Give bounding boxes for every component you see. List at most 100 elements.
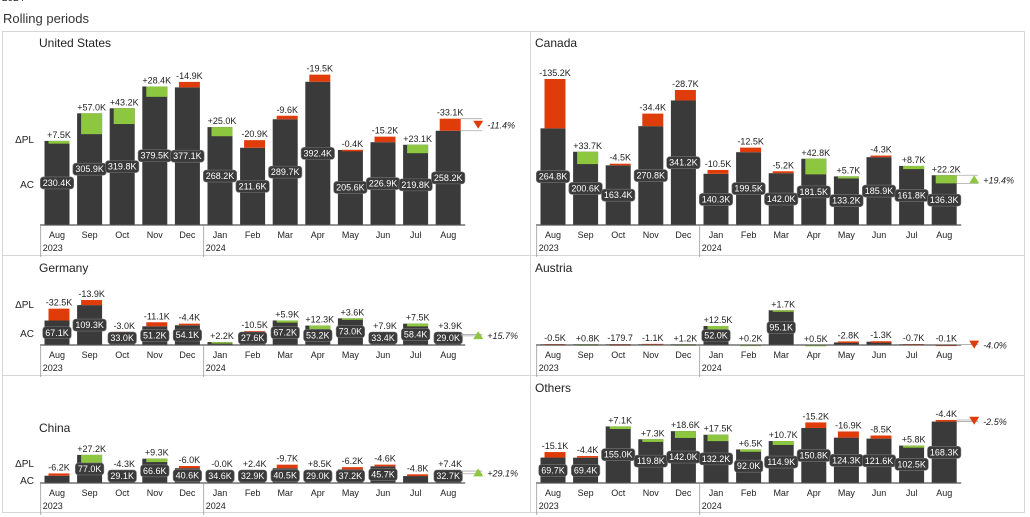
month-label: Feb: [741, 350, 757, 360]
month-label: Feb: [741, 488, 757, 498]
ac-label: 205.6K: [336, 182, 365, 192]
arrow-down-icon: [473, 120, 484, 129]
delta-bar-positive: [81, 113, 103, 135]
ac-label: 33.0K: [110, 333, 134, 343]
month-label: Dec: [179, 488, 196, 498]
delta-label: -28.7K: [672, 79, 699, 89]
ac-label: 211.6K: [239, 181, 267, 191]
ac-label-bg: [894, 457, 929, 471]
month-label: Nov: [147, 488, 164, 498]
delta-label: -32.5K: [46, 298, 73, 308]
delta-label: +5.7K: [837, 165, 861, 175]
delta-label: +7.4K: [438, 459, 462, 469]
delta-label: -0.4K: [342, 139, 364, 149]
month-label: Aug: [49, 350, 65, 360]
delta-bar-positive: [772, 441, 794, 445]
month-label: Sep: [82, 350, 98, 360]
ac-label: 32.9K: [241, 471, 265, 481]
month-label: Aug: [545, 230, 561, 240]
ac-label-bg: [368, 468, 398, 481]
ac-label-bg: [734, 459, 764, 473]
month-label: Sep: [82, 230, 98, 240]
delta-bar-negative: [341, 467, 363, 470]
ac-label-bg: [107, 469, 137, 483]
delta-label: -9.7K: [276, 454, 298, 464]
arrow-up-icon: [969, 175, 980, 184]
ac-label-bg: [401, 328, 431, 341]
month-label: Feb: [245, 230, 261, 240]
ac-label: 199.5K: [734, 184, 763, 194]
ac-label-bg: [270, 326, 300, 340]
ac-label: 67.2K: [273, 328, 297, 338]
delta-label: -16.9K: [835, 420, 862, 430]
delta-label: -11.1K: [144, 311, 170, 321]
month-label: Sep: [82, 488, 98, 498]
delta-bar-negative: [740, 147, 762, 153]
month-label: Jan: [709, 230, 724, 240]
delta-label: +7.9K: [373, 321, 397, 331]
ac-label-bg: [764, 455, 799, 469]
delta-bar-negative: [178, 323, 200, 326]
month-label: May: [342, 230, 360, 240]
delta-label: -20.9K: [241, 129, 268, 139]
ac-label: 67.1K: [45, 328, 69, 338]
variance-percent: -4.0%: [983, 341, 1007, 351]
month-label: Aug: [545, 488, 561, 498]
delta-bar-negative: [178, 465, 200, 469]
delta-bar-positive: [805, 158, 827, 175]
delta-label: +23.1K: [403, 134, 432, 144]
ac-label: 40.5K: [273, 471, 297, 481]
variance-percent: -11.4%: [487, 121, 515, 131]
delta-bar-positive: [772, 310, 794, 312]
ac-label: 124.3K: [832, 455, 861, 465]
delta-bar-positive: [707, 434, 729, 442]
month-label: Jun: [376, 488, 391, 498]
ac-label-bg: [170, 149, 205, 163]
month-label: Apr: [807, 488, 821, 498]
delta-bar-positive: [642, 439, 664, 442]
delta-bar-positive: [407, 144, 429, 154]
ac-label-bg: [764, 192, 799, 206]
delta-bar-negative: [48, 473, 70, 476]
delta-bar-positive: [146, 86, 168, 97]
delta-bar-positive: [707, 326, 729, 331]
delta-bar-negative: [544, 452, 566, 458]
month-label: Jan: [709, 488, 724, 498]
ac-label: 319.8K: [108, 162, 137, 172]
ac-label-bg: [927, 445, 962, 459]
ac-label: 163.4K: [604, 190, 633, 200]
row-label-delta: ΔPL: [15, 135, 34, 146]
ac-label: 341.2K: [669, 158, 698, 168]
clipped-header-text: 2024: [2, 0, 24, 4]
ac-label: 168.3K: [930, 447, 959, 457]
arrow-down-icon: [969, 416, 980, 425]
month-label: Dec: [179, 350, 196, 360]
month-label: May: [838, 230, 856, 240]
month-label: Dec: [675, 350, 692, 360]
month-label: Nov: [147, 230, 164, 240]
month-label: Mar: [277, 350, 293, 360]
ac-label: 121.6K: [865, 456, 894, 466]
ac-label-bg: [568, 182, 603, 195]
delta-bar-positive: [81, 454, 103, 465]
month-label: Mar: [773, 230, 789, 240]
delta-bar-positive: [407, 323, 429, 327]
ac-label: 379.5K: [141, 151, 170, 161]
month-label: Oct: [115, 488, 130, 498]
ac-label: 200.6K: [571, 183, 600, 193]
delta-bar-positive: [903, 445, 925, 448]
ac-label: 32.7K: [436, 471, 460, 481]
ac-label: 53.2K: [306, 330, 330, 340]
variance-percent: -2.5%: [983, 417, 1007, 427]
ac-label-bg: [796, 185, 831, 199]
ac-label: 51.2K: [143, 331, 167, 341]
delta-bar-negative: [577, 456, 599, 458]
delta-label: +7.5K: [406, 313, 430, 323]
delta-bar-negative: [935, 419, 957, 422]
month-label: Aug: [440, 230, 456, 240]
ac-label: 77.0K: [78, 464, 102, 474]
delta-label: +3.9K: [438, 321, 462, 331]
delta-label: +6.5K: [739, 438, 763, 448]
year-label: 2023: [43, 243, 63, 253]
month-label: Aug: [440, 488, 456, 498]
